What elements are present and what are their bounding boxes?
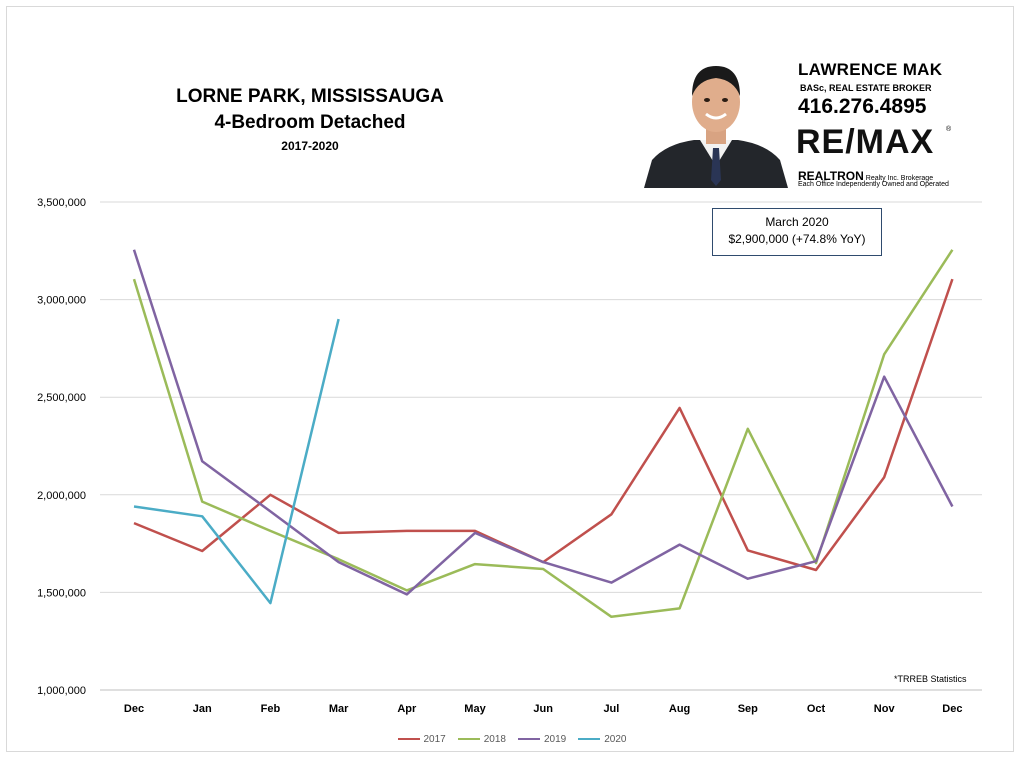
series-line-2019 xyxy=(132,249,954,596)
brand-logo: RE/MAX xyxy=(796,123,935,161)
x-tick-label: Jul xyxy=(603,703,619,715)
brokerage-name: REALTRON xyxy=(798,169,864,183)
chart-title-block: LORNE PARK, MISSISSAUGA 4-Bedroom Detach… xyxy=(170,84,450,156)
x-tick-label: Oct xyxy=(807,703,826,715)
y-tick-label: 2,500,000 xyxy=(37,392,86,404)
series-line-2018 xyxy=(132,249,954,619)
agent-banner: LAWRENCE MAK BASc, REAL ESTATE BROKER 41… xyxy=(622,38,960,194)
y-tick-label: 3,000,000 xyxy=(37,295,86,307)
legend-swatch xyxy=(457,738,480,741)
y-tick-label: 3,500,000 xyxy=(37,197,86,209)
x-tick-label: May xyxy=(464,703,486,715)
series-line-2020 xyxy=(133,318,340,605)
x-tick-label: Dec xyxy=(942,703,962,715)
chart-title: LORNE PARK, MISSISSAUGA xyxy=(176,86,444,107)
legend-label: 2020 xyxy=(604,734,627,745)
agent-phone: 416.276.4895 xyxy=(798,95,927,118)
agent-credentials: BASc, REAL ESTATE BROKER xyxy=(800,83,932,93)
legend-label: 2017 xyxy=(423,734,446,745)
brokerage-disclaimer: Each Office Independently Owned and Oper… xyxy=(798,181,949,188)
legend-item-2018: 2018 xyxy=(457,734,506,745)
x-tick-label: Apr xyxy=(397,703,417,715)
x-tick-label: Feb xyxy=(261,703,281,715)
annotation-line-1: March 2020 xyxy=(765,215,829,229)
legend-item-2017: 2017 xyxy=(397,734,446,745)
brokerage-row: REALTRON Realty Inc. Brokerage xyxy=(798,167,933,185)
legend-swatch xyxy=(578,738,601,741)
legend-swatch xyxy=(518,738,540,741)
y-tick-label: 2,000,000 xyxy=(37,490,86,502)
source-note: *TRREB Statistics xyxy=(894,674,967,684)
legend-label: 2019 xyxy=(544,734,567,745)
x-axis-ticks: Dec Jan Feb Mar Apr May Jun Jul Aug Sep Oct Nov Dec xyxy=(124,703,963,715)
series-lines xyxy=(132,249,954,619)
legend-item-2020: 2020 xyxy=(578,734,627,745)
chart-subtitle: 4-Bedroom Detached xyxy=(214,112,406,133)
x-tick-label: Sep xyxy=(738,703,758,715)
chart-legend: 2017 2018 2019 2020 xyxy=(0,734,1024,745)
brokerage-suffix: Realty Inc. Brokerage xyxy=(865,175,934,182)
x-tick-label: Mar xyxy=(329,703,349,715)
brand-registered-mark: ® xyxy=(946,126,952,133)
x-tick-label: Jan xyxy=(193,703,212,715)
legend-item-2019: 2019 xyxy=(518,734,566,745)
x-tick-label: Nov xyxy=(874,703,896,715)
gridlines xyxy=(100,201,982,691)
annotation-box: March 2020 $2,900,000 (+74.8% YoY) xyxy=(712,208,882,256)
x-tick-label: Aug xyxy=(669,703,690,715)
chart-period: 2017-2020 xyxy=(281,139,339,153)
y-tick-label: 1,500,000 xyxy=(37,587,86,599)
agent-photo xyxy=(642,56,790,188)
annotation-line-2: $2,900,000 (+74.8% YoY) xyxy=(728,232,866,246)
y-axis-ticks: 1,000,000 1,500,000 2,000,000 2,500,000 3,00… xyxy=(37,197,86,697)
x-tick-label: Jun xyxy=(533,703,553,715)
y-tick-label: 1,000,000 xyxy=(37,685,86,697)
x-tick-label: Dec xyxy=(124,703,144,715)
agent-name: LAWRENCE MAK xyxy=(798,60,943,79)
legend-swatch xyxy=(397,738,420,741)
legend-label: 2018 xyxy=(483,734,506,745)
